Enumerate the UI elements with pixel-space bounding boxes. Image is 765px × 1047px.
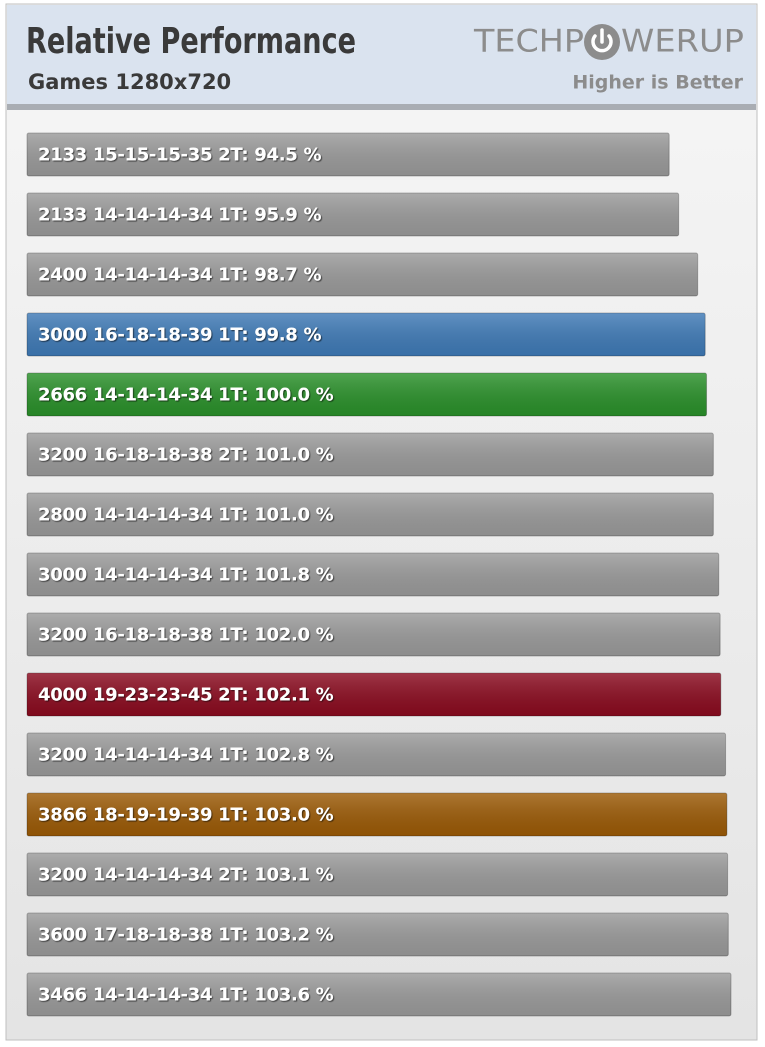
category-label: 2400 14-14-14-34 1T: (38, 265, 248, 286)
bar-shine (27, 973, 731, 1016)
value-label: 100.0 % (254, 385, 333, 406)
value-label: 98.7 % (254, 265, 321, 286)
value-label: 101.0 % (254, 505, 333, 526)
chart-title: Relative Performance (26, 21, 356, 62)
value-label: 103.6 % (254, 985, 333, 1006)
category-label: 3200 16-18-18-38 1T: (38, 625, 248, 646)
bar-label: 3600 17-18-18-38 1T: 103.2 % (38, 925, 334, 946)
value-label: 99.8 % (254, 325, 321, 346)
bar-label: 3200 16-18-18-38 1T: 102.0 % (38, 625, 334, 646)
logo-text: TECHP (473, 24, 584, 60)
value-label: 101.0 % (254, 445, 333, 466)
category-label: 2133 14-14-14-34 1T: (38, 205, 248, 226)
bar-shine (27, 613, 721, 656)
category-label: 3866 18-19-19-39 1T: (38, 805, 248, 826)
bar-label: 3000 14-14-14-34 1T: 101.8 % (38, 565, 334, 586)
value-label: 103.1 % (254, 865, 333, 886)
bar-shine (27, 913, 729, 956)
header (7, 5, 756, 106)
category-label: 3200 16-18-18-38 2T: (38, 445, 248, 466)
category-label: 3200 14-14-14-34 1T: (38, 745, 248, 766)
bar-label: 3466 14-14-14-34 1T: 103.6 % (38, 985, 334, 1006)
bar-shine (27, 493, 714, 536)
value-label: 102.1 % (254, 685, 333, 706)
category-label: 3200 14-14-14-34 2T: (38, 865, 248, 886)
value-label: 103.2 % (254, 925, 333, 946)
bar-label: 3200 16-18-18-38 2T: 101.0 % (38, 445, 334, 466)
bar-label: 3866 18-19-19-39 1T: 103.0 % (38, 805, 334, 826)
bar-label: 2133 15-15-15-35 2T: 94.5 % (38, 145, 321, 166)
value-label: 103.0 % (254, 805, 333, 826)
category-label: 3000 14-14-14-34 1T: (38, 565, 248, 586)
bar-label: 2400 14-14-14-34 1T: 98.7 % (38, 265, 321, 286)
bar-shine (27, 793, 727, 836)
category-label: 2800 14-14-14-34 1T: (38, 505, 248, 526)
bar-shine (27, 313, 706, 356)
bar-shine (27, 373, 707, 416)
category-label: 3600 17-18-18-38 1T: (38, 925, 248, 946)
bar-shine (27, 673, 721, 716)
bar-label: 4000 19-23-23-45 2T: 102.1 % (38, 685, 334, 706)
value-label: 95.9 % (254, 205, 321, 226)
bar-label: 2800 14-14-14-34 1T: 101.0 % (38, 505, 334, 526)
bar-label: 3000 16-18-18-39 1T: 99.8 % (38, 325, 321, 346)
bar-shine (27, 253, 698, 296)
note: Higher is Better (572, 72, 743, 94)
bar-label: 2133 14-14-14-34 1T: 95.9 % (38, 205, 321, 226)
category-label: 3466 14-14-14-34 1T: (38, 985, 248, 1006)
bar-shine (27, 193, 679, 236)
chart-subtitle: Games 1280x720 (28, 70, 231, 94)
bar-label: 3200 14-14-14-34 1T: 102.8 % (38, 745, 334, 766)
bar-shine (27, 733, 726, 776)
category-label: 2133 15-15-15-35 2T: (38, 145, 248, 166)
value-label: 102.8 % (254, 745, 333, 766)
category-label: 4000 19-23-23-45 2T: (38, 685, 248, 706)
value-label: 102.0 % (254, 625, 333, 646)
value-label: 101.8 % (254, 565, 333, 586)
bar-shine (27, 553, 719, 596)
bar-shine (27, 853, 728, 896)
header-rule (7, 104, 756, 110)
logo-icon (584, 24, 620, 60)
value-label: 94.5 % (254, 145, 321, 166)
bar-shine (27, 133, 670, 176)
bar-label: 3200 14-14-14-34 2T: 103.1 % (38, 865, 334, 886)
category-label: 3000 16-18-18-39 1T: (38, 325, 248, 346)
bar-shine (27, 433, 714, 476)
logo-text: WERUP (621, 24, 744, 60)
category-label: 2666 14-14-14-34 1T: (38, 385, 248, 406)
bar-label: 2666 14-14-14-34 1T: 100.0 % (38, 385, 334, 406)
